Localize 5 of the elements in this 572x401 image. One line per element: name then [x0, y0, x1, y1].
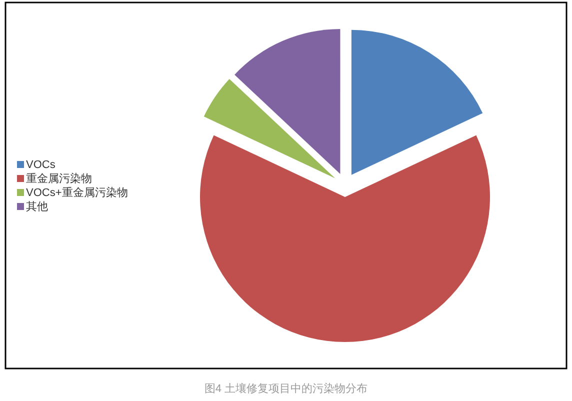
legend-label: 其他 — [26, 200, 48, 213]
legend-label: VOCs — [26, 159, 56, 171]
caption: 图4 土壤修复项目中的污染物分布 — [204, 382, 368, 395]
legend-label: VOCs+重金属污染物 — [26, 186, 128, 199]
legend-label: 重金属污染物 — [26, 172, 92, 185]
